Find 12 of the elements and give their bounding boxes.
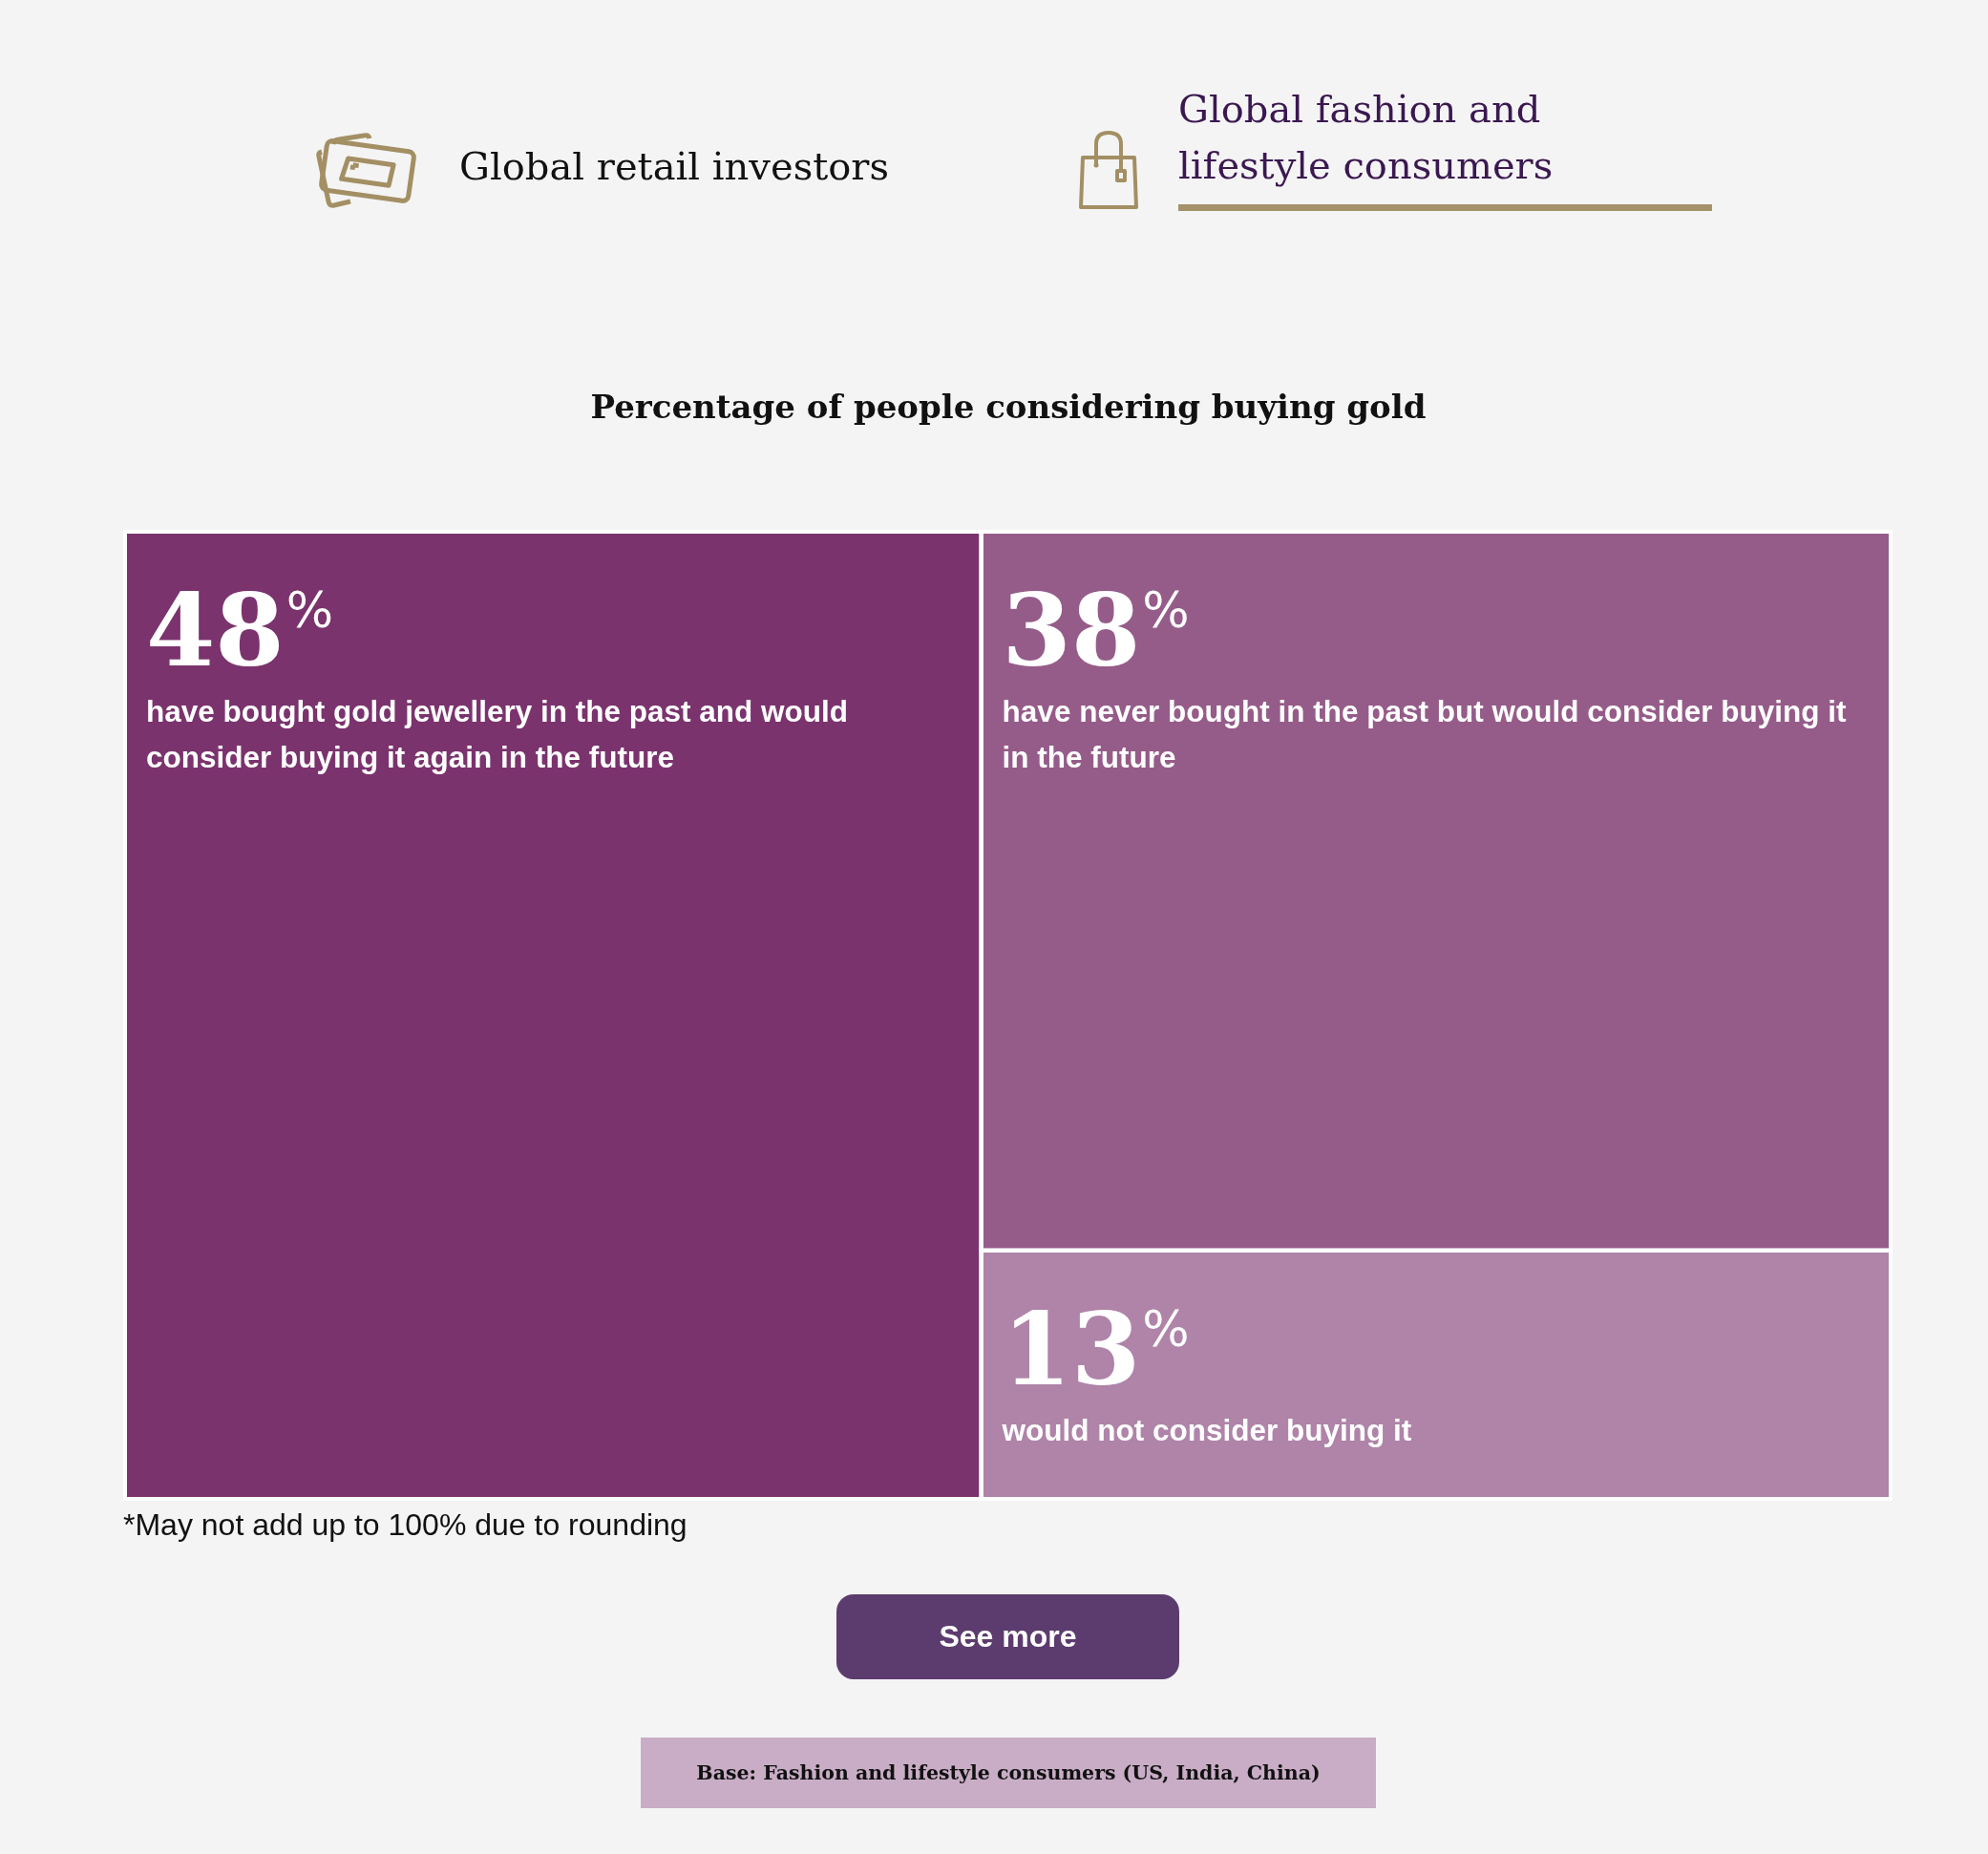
data-label: 48% <box>146 572 334 689</box>
category-label: have bought gold jewellery in the past and would consider buying it again in the future <box>146 694 849 774</box>
category-label: have never bought in the past but would consider buying it in the future <box>1002 694 1847 774</box>
text: *May not add up to 100% due to rounding <box>123 1507 687 1542</box>
text: Percentage of people considering buying gold <box>590 387 1427 426</box>
data-label: 13% <box>1002 1290 1190 1408</box>
text: Base: Fashion and lifestyle consumers (US, India, China) <box>696 1761 1321 1784</box>
text: Global retail investors <box>459 144 889 188</box>
text: See more <box>939 1619 1077 1654</box>
text: Global fashion and lifestyle consumers <box>1178 87 1554 187</box>
category-label: would not consider buying it <box>1001 1412 1412 1447</box>
data-label: 38% <box>1002 572 1190 689</box>
